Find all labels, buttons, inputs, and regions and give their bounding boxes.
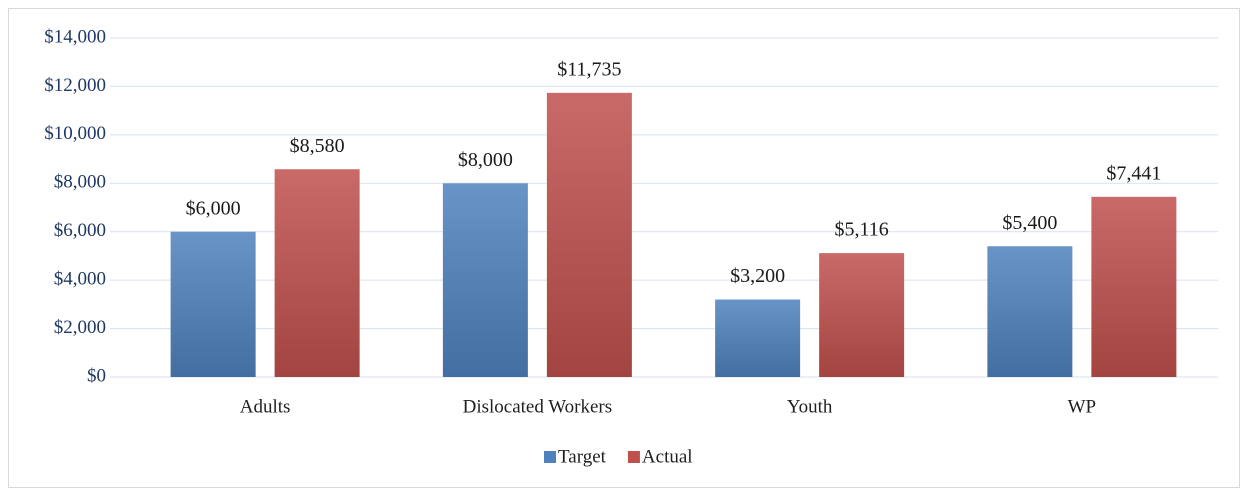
y-tick-label: $14,000 (44, 26, 106, 47)
data-label: $6,000 (186, 197, 241, 219)
bar (987, 246, 1073, 377)
bar (274, 169, 360, 377)
data-label: $8,580 (290, 135, 345, 157)
data-label: $8,000 (458, 149, 513, 171)
data-label: $3,200 (730, 265, 785, 287)
x-tick-label: Dislocated Workers (463, 396, 613, 417)
data-label: $11,735 (557, 58, 621, 80)
bar (170, 231, 256, 377)
bar (1091, 196, 1177, 377)
x-tick-label: Adults (240, 396, 291, 417)
legend-swatch (627, 451, 640, 463)
bar (715, 299, 801, 377)
legend-label: Actual (642, 446, 693, 467)
data-label: $5,400 (1002, 212, 1057, 234)
data-label: $7,441 (1106, 162, 1161, 184)
y-tick-label: $6,000 (54, 220, 106, 241)
y-tick-label: $10,000 (44, 123, 106, 144)
y-tick-label: $2,000 (54, 317, 106, 338)
legend-swatch (544, 451, 556, 463)
legend-label: Target (558, 446, 607, 467)
y-tick-label: $12,000 (44, 75, 106, 96)
y-tick-label: $4,000 (54, 269, 106, 290)
data-label: $5,116 (834, 219, 888, 241)
x-tick-label: WP (1068, 396, 1097, 417)
bar (819, 253, 905, 377)
x-tick-label: Youth (787, 396, 833, 417)
bar (442, 183, 528, 377)
y-tick-label: $0 (87, 365, 106, 386)
y-tick-label: $8,000 (54, 172, 106, 193)
bar (546, 92, 632, 377)
